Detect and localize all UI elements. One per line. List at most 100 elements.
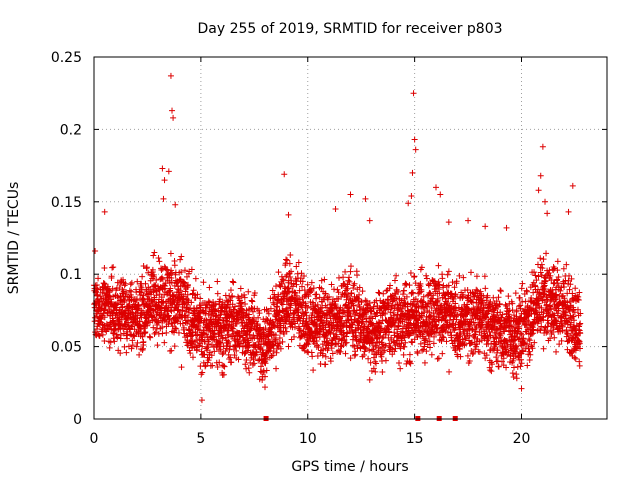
data-point xyxy=(101,208,108,215)
data-point xyxy=(272,336,279,343)
data-point xyxy=(237,285,244,292)
data-point xyxy=(92,248,99,255)
data-point xyxy=(259,376,266,383)
data-point xyxy=(218,309,225,316)
data-point xyxy=(117,350,124,357)
data-point xyxy=(426,289,433,296)
data-point xyxy=(389,298,396,305)
data-point xyxy=(428,351,435,358)
data-point xyxy=(239,309,246,316)
data-point xyxy=(308,279,315,286)
data-point xyxy=(347,355,354,362)
data-point xyxy=(148,298,155,305)
plot-frame xyxy=(93,56,608,420)
data-point xyxy=(101,281,108,288)
data-point xyxy=(328,308,335,315)
data-point xyxy=(449,279,456,286)
data-point xyxy=(516,323,523,330)
data-point xyxy=(473,286,480,293)
data-point xyxy=(500,355,507,362)
data-point xyxy=(299,278,306,285)
data-point xyxy=(234,317,241,324)
data-point xyxy=(251,290,258,297)
data-point xyxy=(401,343,408,350)
data-point xyxy=(147,286,154,293)
data-point xyxy=(246,342,253,349)
data-point xyxy=(171,262,178,269)
data-point xyxy=(439,333,446,340)
data-point xyxy=(129,342,136,349)
data-point xyxy=(262,356,269,363)
data-point xyxy=(271,323,278,330)
data-point xyxy=(136,318,143,325)
data-point xyxy=(146,333,153,340)
data-point xyxy=(170,114,177,121)
data-point xyxy=(345,277,352,284)
data-point xyxy=(101,307,108,314)
data-point xyxy=(520,335,527,342)
grid-layer xyxy=(94,57,607,419)
data-point xyxy=(314,301,321,308)
data-point xyxy=(497,288,504,295)
data-point xyxy=(359,288,366,295)
data-point xyxy=(227,297,234,304)
data-point xyxy=(400,351,407,358)
data-point xyxy=(304,320,311,327)
data-point xyxy=(473,273,480,280)
data-point xyxy=(233,320,240,327)
data-point xyxy=(428,304,435,311)
data-point xyxy=(540,256,547,263)
data-point xyxy=(493,298,500,305)
data-point xyxy=(126,287,133,294)
data-point xyxy=(249,308,256,315)
data-point xyxy=(508,323,515,330)
data-point xyxy=(408,338,415,345)
data-point xyxy=(285,211,292,218)
data-point xyxy=(123,289,130,296)
data-point xyxy=(234,293,241,300)
data-point xyxy=(289,283,296,290)
data-point xyxy=(426,319,433,326)
data-point xyxy=(165,168,172,175)
data-point xyxy=(299,304,306,311)
data-point xyxy=(262,373,269,380)
data-point xyxy=(353,329,360,336)
data-point xyxy=(509,370,516,377)
data-point xyxy=(254,320,261,327)
data-point xyxy=(125,305,132,312)
data-point xyxy=(164,266,171,273)
data-point xyxy=(435,286,442,293)
data-point xyxy=(202,310,209,317)
data-point xyxy=(145,269,152,276)
data-point xyxy=(409,339,416,346)
data-point xyxy=(361,344,368,351)
data-point xyxy=(375,289,382,296)
data-point xyxy=(255,357,262,364)
data-point xyxy=(382,357,389,364)
data-point xyxy=(121,297,128,304)
data-point xyxy=(370,346,377,353)
data-point xyxy=(411,273,418,280)
data-point xyxy=(150,252,157,259)
data-point xyxy=(488,368,495,375)
data-point xyxy=(264,307,271,314)
data-point xyxy=(327,358,334,365)
data-point xyxy=(193,305,200,312)
data-point xyxy=(242,300,249,307)
data-point xyxy=(310,285,317,292)
data-point xyxy=(328,345,335,352)
data-point xyxy=(181,267,188,274)
data-point xyxy=(300,315,307,322)
data-point xyxy=(440,313,447,320)
data-point xyxy=(518,285,525,292)
data-point xyxy=(435,317,442,324)
tick-layer: 0 5 10 15 20 0 0.05 0.1 0.15 0.2 0.25 xyxy=(51,50,607,447)
data-point xyxy=(414,350,421,357)
data-point xyxy=(293,281,300,288)
data-point xyxy=(400,287,407,294)
data-point xyxy=(358,298,365,305)
data-point xyxy=(443,312,450,319)
data-point xyxy=(513,343,520,350)
data-point xyxy=(497,287,504,294)
data-point xyxy=(363,309,370,316)
